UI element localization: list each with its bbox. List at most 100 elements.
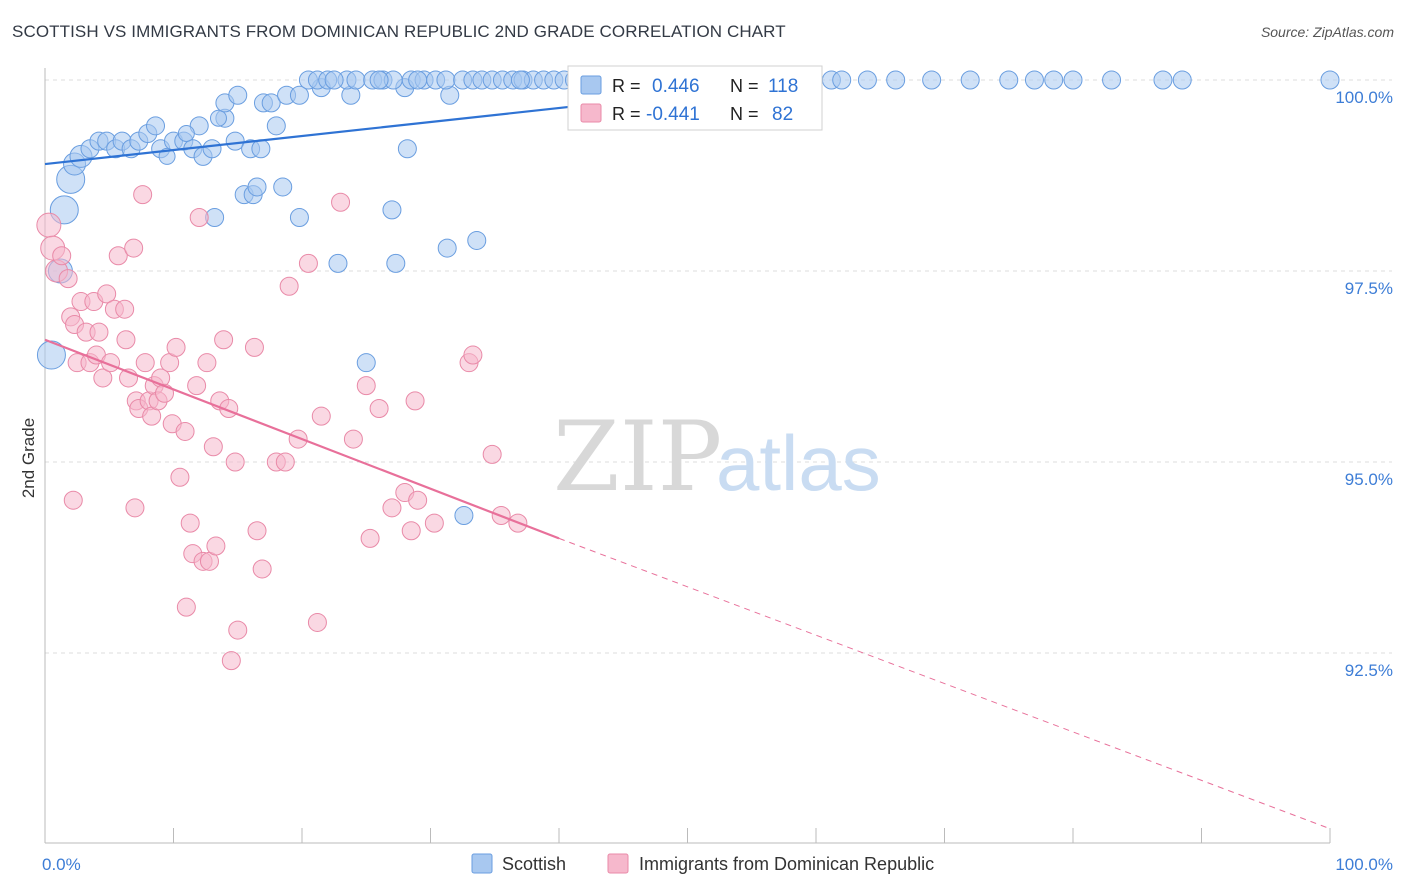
dominican-point (225, 452, 245, 472)
legend-r-value-dominican: -0.441 (646, 104, 700, 125)
dominican-point (133, 185, 153, 205)
dominican-point (175, 421, 195, 441)
watermark-zip: ZIP (553, 401, 722, 513)
x-tick-labels: 0.0% 100.0% (42, 855, 1393, 874)
dominican-point (135, 353, 155, 373)
dominican-point (247, 521, 267, 541)
series-legend: Scottish Immigrants from Dominican Repub… (471, 853, 934, 874)
scottish-point (857, 70, 877, 90)
dominican-point (189, 208, 209, 228)
scottish-point (346, 70, 366, 90)
dominican-points (36, 185, 528, 671)
dominican-point (252, 559, 272, 579)
scottish-point (1024, 70, 1044, 90)
scottish-point (510, 70, 530, 90)
dominican-point (89, 322, 109, 342)
legend-r-label-scottish: R = (612, 76, 641, 96)
dominican-point (36, 212, 62, 238)
scottish-point (999, 70, 1019, 90)
dominican-point (93, 368, 113, 388)
scottish-point (225, 131, 245, 151)
dominican-point (176, 597, 196, 617)
scottish-point (266, 116, 286, 136)
dominican-point (166, 337, 186, 357)
legend-frame (567, 65, 823, 131)
scottish-point (369, 70, 389, 90)
dominican-point (206, 536, 226, 556)
legend-n-label-dominican: N = (730, 104, 759, 124)
legend-n-value-scottish: 118 (768, 76, 798, 97)
dominican-point (382, 498, 402, 518)
dominican-point (401, 521, 421, 541)
scottish-point (324, 70, 344, 90)
watermark: ZIP atlas (553, 401, 881, 513)
dominican-point (298, 253, 318, 273)
dominican-point (58, 269, 78, 289)
series-legend-swatch-scottish (471, 853, 493, 874)
scottish-point (437, 238, 457, 258)
dominican-point (343, 429, 363, 449)
scottish-point (247, 177, 267, 197)
scottish-point (228, 85, 248, 105)
dominican-point (115, 299, 135, 319)
legend-n-label-scottish: N = (730, 76, 759, 96)
grid-lines (45, 79, 1392, 654)
dominican-point (108, 246, 128, 266)
scottish-point (454, 505, 474, 525)
scottish-point (1320, 70, 1340, 90)
dominican-point (482, 444, 502, 464)
dominican-point (203, 437, 223, 457)
legend-n-value-dominican: 82 (772, 104, 793, 125)
dominican-point (311, 406, 331, 426)
scottish-point (960, 70, 980, 90)
scottish-point (397, 139, 417, 159)
dominican-point (405, 391, 425, 411)
scottish-point (1153, 70, 1173, 90)
scottish-point (436, 70, 456, 90)
scottish-point (289, 208, 309, 228)
scottish-point (356, 353, 376, 373)
scottish-point (1063, 70, 1083, 90)
dominican-point (288, 429, 308, 449)
scottish-point (382, 200, 402, 220)
scottish-point (289, 85, 309, 105)
x-tick-label-0: 0.0% (42, 855, 81, 874)
legend-swatch-dominican (580, 103, 602, 123)
y-tick-label-0: 100.0% (1335, 88, 1393, 107)
dominican-point (97, 284, 117, 304)
dominican-point (170, 467, 190, 487)
dominican-trend-line (44, 338, 560, 540)
dominican-point (221, 651, 241, 671)
dominican-point (307, 612, 327, 632)
scottish-point (1172, 70, 1192, 90)
dominican-point (180, 513, 200, 533)
chart-title: SCOTTISH VS IMMIGRANTS FROM DOMINICAN RE… (12, 22, 786, 41)
scottish-point (177, 124, 195, 142)
series-legend-label-scottish: Scottish (502, 854, 566, 874)
y-tick-labels: 100.0% 97.5% 95.0% 92.5% (1335, 88, 1393, 680)
dominican-point (228, 620, 248, 640)
dominican-point (52, 246, 72, 266)
legend-r-label-dominican: R = (612, 104, 641, 124)
dominican-point (214, 330, 234, 350)
scottish-point (408, 70, 428, 90)
scottish-point (832, 70, 852, 90)
dominican-point (197, 353, 217, 373)
scottish-point (467, 230, 487, 250)
dominican-trend-extension (558, 537, 1331, 830)
scottish-point (158, 147, 176, 165)
dominican-point (275, 452, 295, 472)
dominican-point (125, 498, 145, 518)
watermark-atlas: atlas (716, 419, 881, 507)
scottish-point (273, 177, 293, 197)
series-legend-label-dominican: Immigrants from Dominican Republic (639, 854, 934, 874)
scottish-point (251, 139, 271, 159)
legend-r-value-scottish: 0.446 (652, 76, 700, 97)
y-axis-label: 2nd Grade (19, 418, 38, 498)
dominican-point (360, 528, 380, 548)
axes (44, 68, 1331, 844)
scottish-point (386, 253, 406, 273)
scottish-point (189, 116, 209, 136)
y-tick-label-1: 97.5% (1345, 279, 1393, 298)
scottish-point (36, 340, 66, 370)
